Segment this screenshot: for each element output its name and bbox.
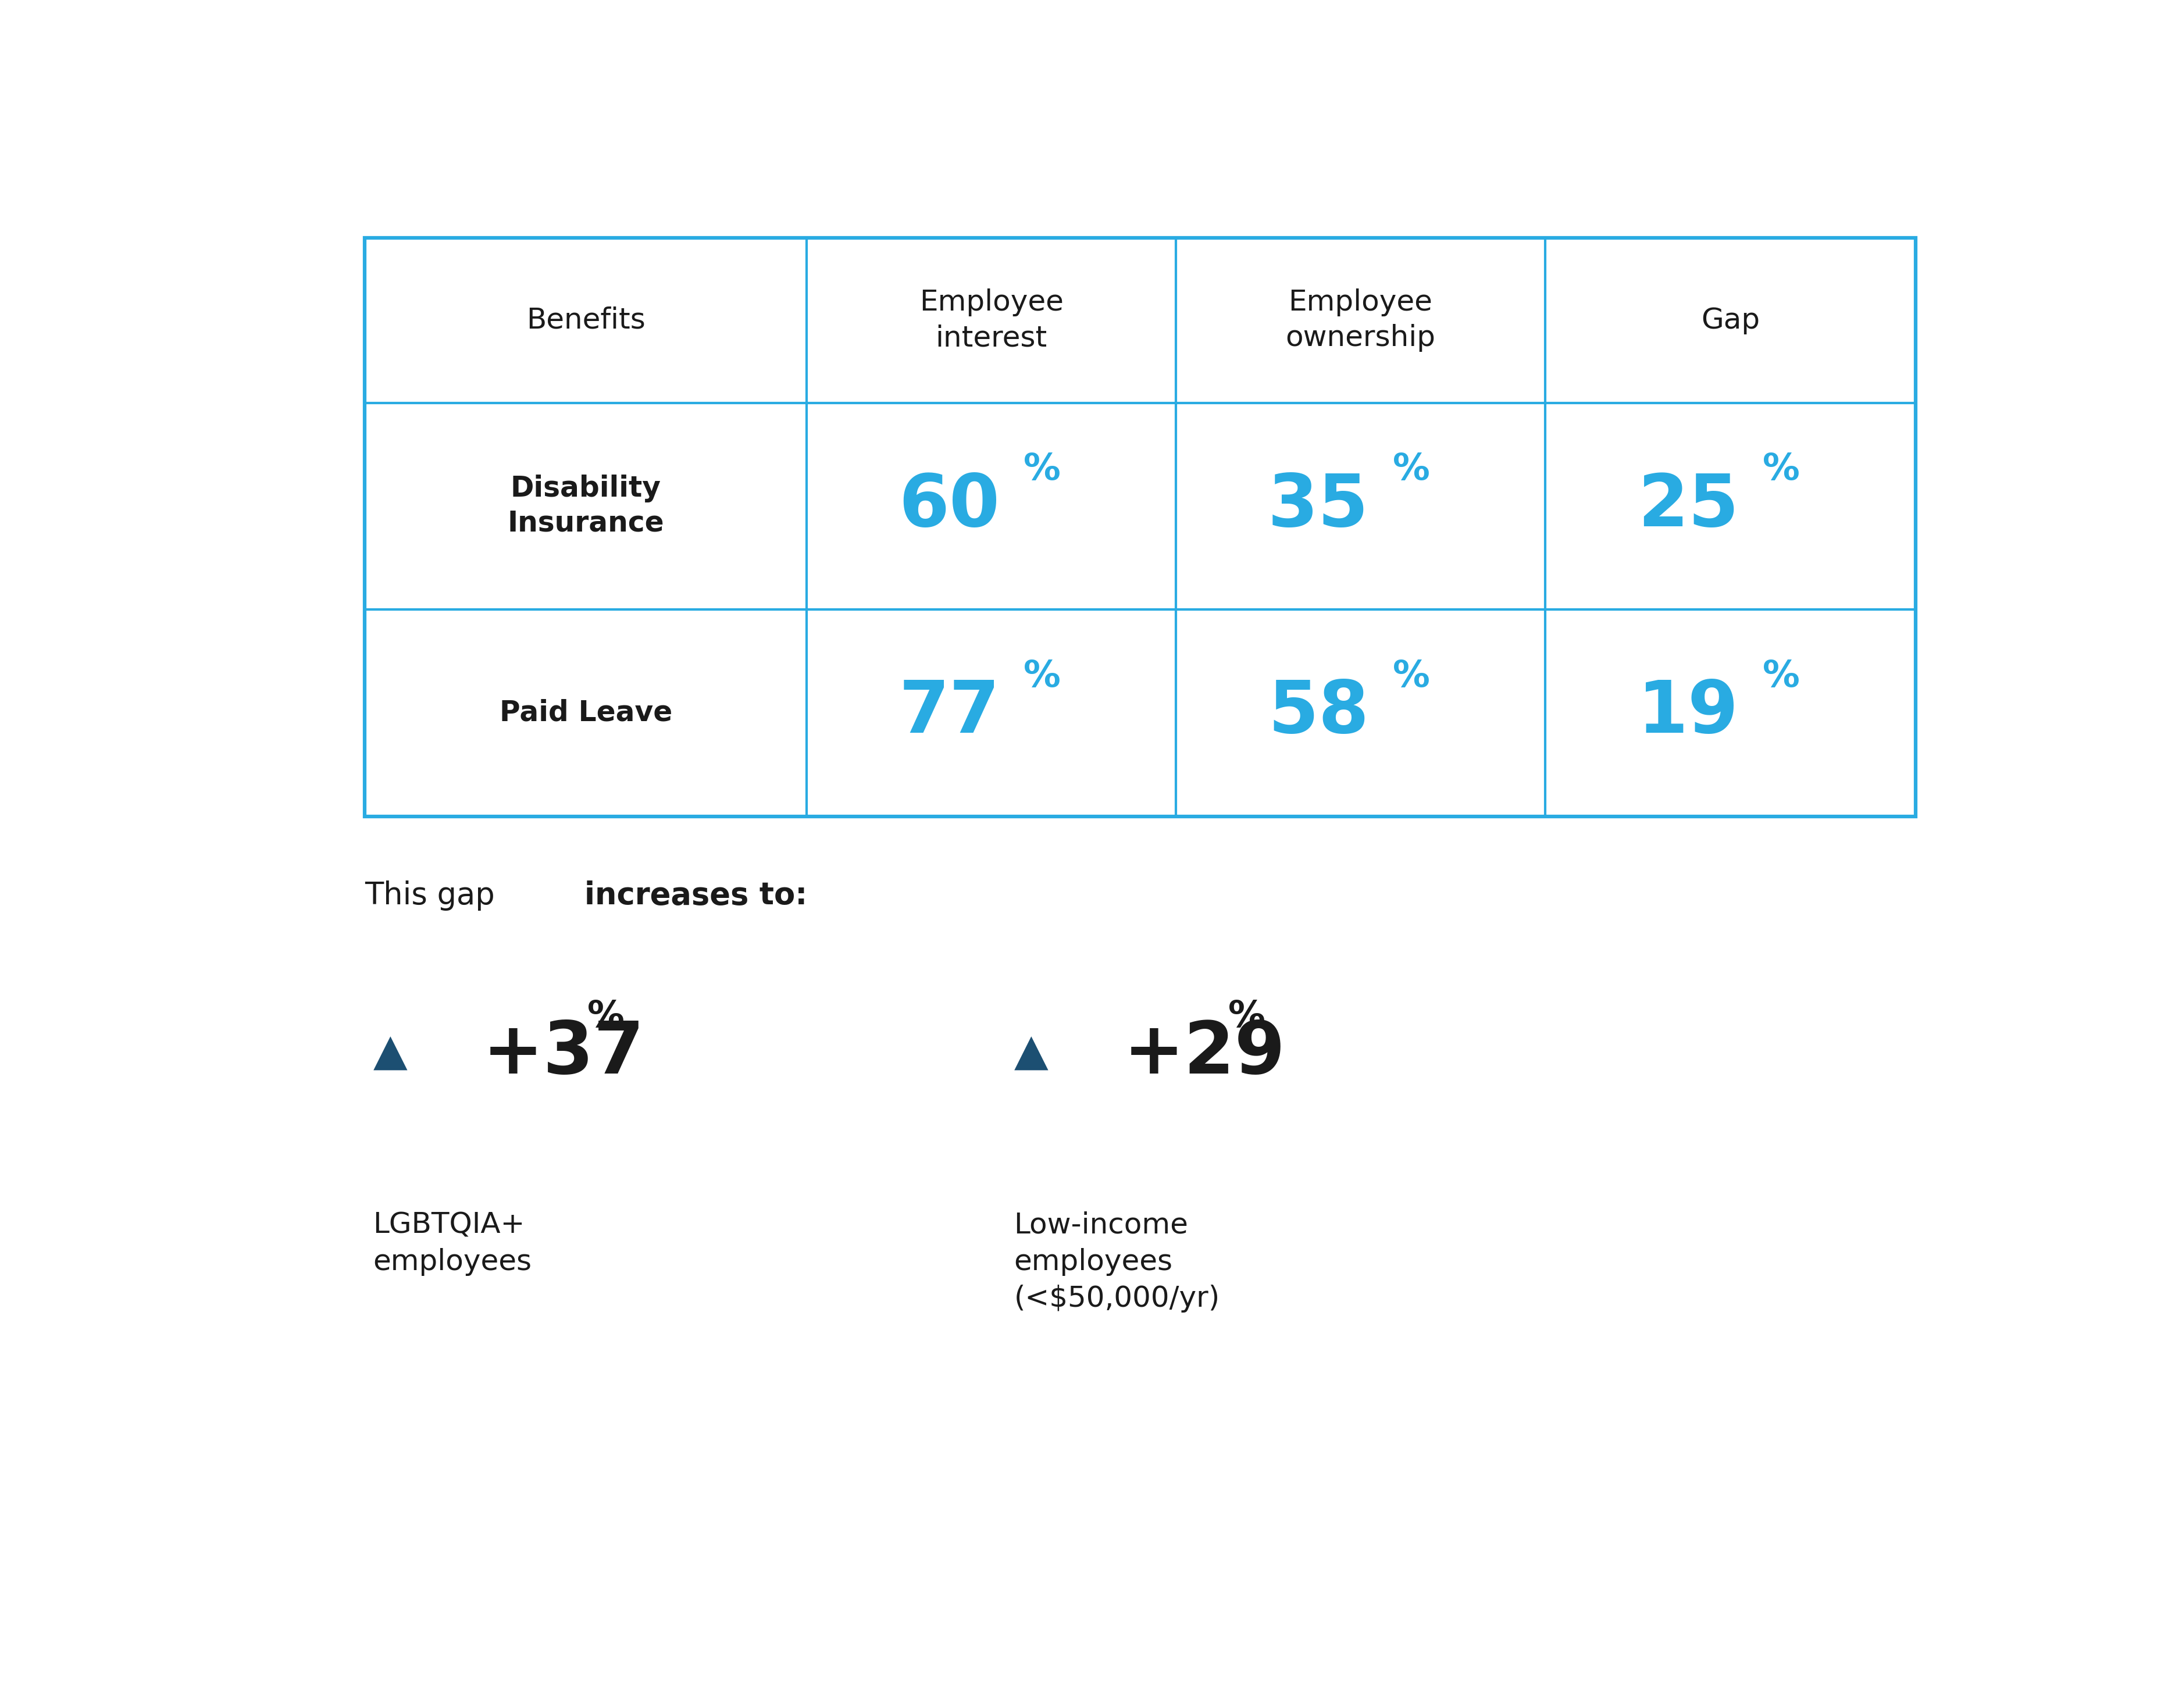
Text: %: %	[1762, 451, 1799, 487]
Text: Paid Leave: Paid Leave	[498, 699, 672, 728]
Text: %: %	[1022, 658, 1059, 693]
Text: %: %	[587, 999, 624, 1035]
Text: +29: +29	[1122, 1018, 1285, 1088]
Text: increases to:: increases to:	[585, 880, 807, 910]
Text: Benefits: Benefits	[526, 306, 646, 335]
Text: Disability
Insurance: Disability Insurance	[507, 475, 663, 538]
Text: 19: 19	[1638, 678, 1738, 748]
Text: This gap: This gap	[365, 880, 505, 910]
Text: 35: 35	[1268, 471, 1368, 541]
Text: %: %	[1762, 658, 1799, 693]
Text: ▲: ▲	[374, 1032, 407, 1074]
Text: Employee
interest: Employee interest	[920, 289, 1064, 352]
Text: LGBTQIA+
employees: LGBTQIA+ employees	[374, 1211, 533, 1276]
Bar	[365, 237, 1916, 816]
Text: %: %	[1392, 451, 1429, 487]
Text: Employee
ownership: Employee ownership	[1285, 289, 1436, 352]
Text: %: %	[1227, 999, 1264, 1035]
Text: ▲: ▲	[1014, 1032, 1048, 1074]
Text: 77: 77	[898, 678, 1000, 748]
Text: Gap: Gap	[1701, 306, 1760, 335]
Text: 25: 25	[1638, 471, 1738, 541]
Text: 58: 58	[1268, 678, 1368, 748]
Text: +37: +37	[483, 1018, 644, 1088]
Text: %: %	[1022, 451, 1059, 487]
Text: Low-income
employees
(<$50,000/yr): Low-income employees (<$50,000/yr)	[1014, 1211, 1220, 1312]
Text: 60: 60	[898, 471, 1000, 541]
Text: %: %	[1392, 658, 1429, 693]
